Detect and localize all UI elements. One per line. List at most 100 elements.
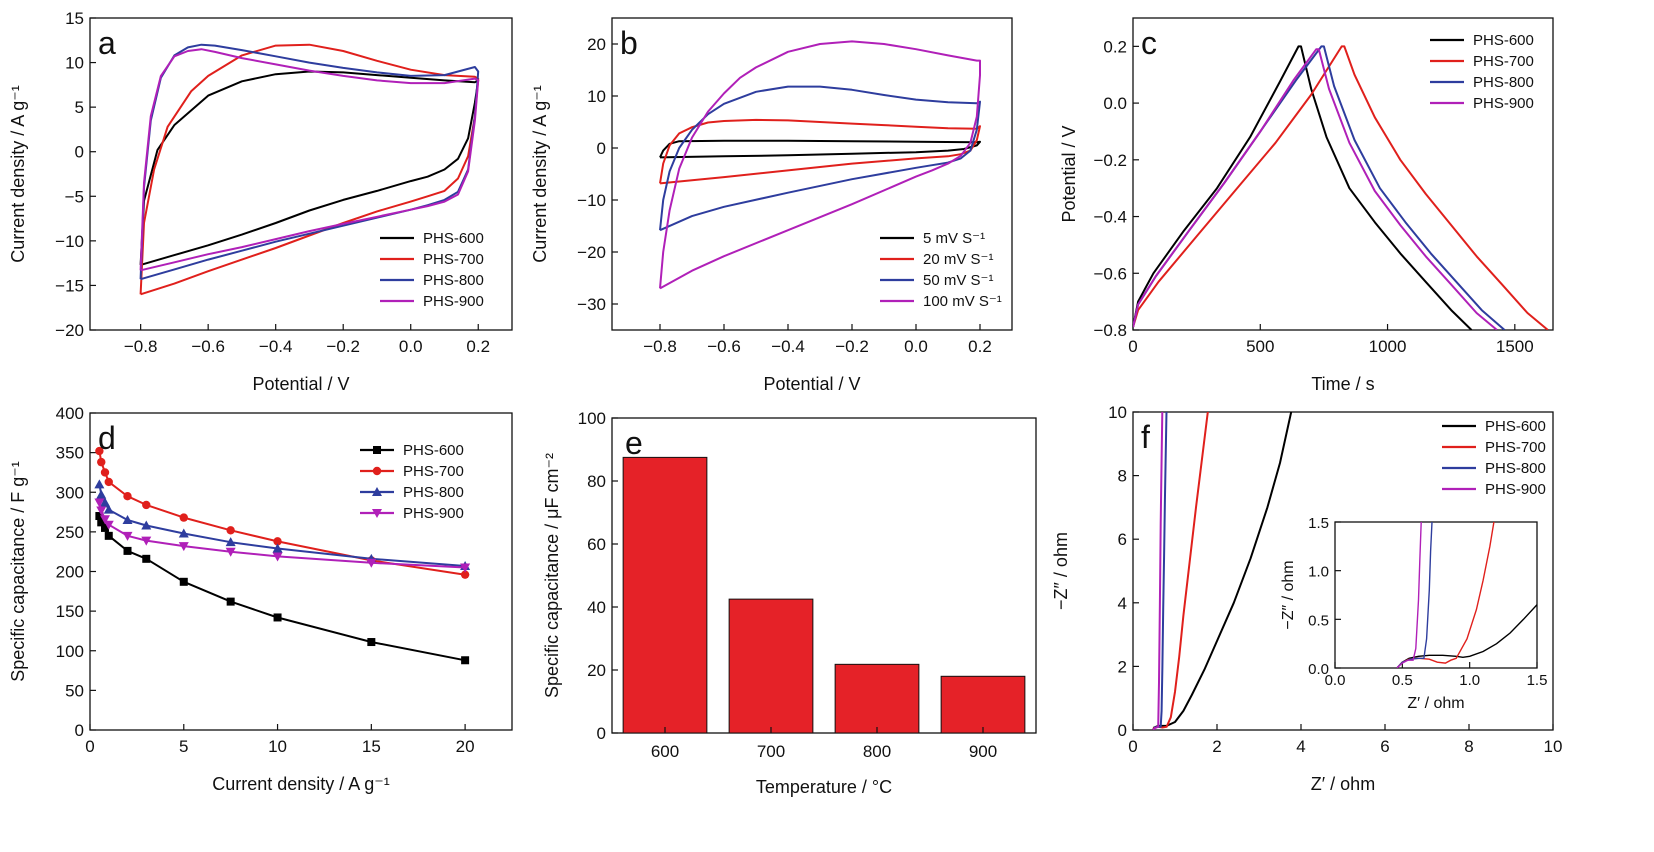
data-point — [97, 457, 106, 467]
y-tick-label: 20 — [587, 661, 606, 680]
series-line-1 — [659, 118, 981, 185]
x-axis-title: Z′ / ohm — [1311, 774, 1375, 794]
data-point — [103, 504, 114, 514]
x-tick-label: 0.0 — [904, 337, 928, 356]
x-tick-label: 8 — [1464, 737, 1473, 756]
y-tick-label: 0 — [597, 724, 606, 743]
y-tick-label: 10 — [65, 54, 84, 73]
legend-label: PHS-800 — [1473, 74, 1534, 91]
inset-series-line-3 — [1396, 522, 1422, 668]
x-tick-label: 1000 — [1369, 337, 1407, 356]
y-tick-label: 10 — [587, 87, 606, 106]
data-point — [178, 528, 189, 538]
y-tick-label: 1.0 — [1308, 564, 1329, 581]
series-line-2 — [1133, 45, 1506, 330]
legend-label: PHS-900 — [1485, 481, 1546, 498]
inset-series-line-1 — [1396, 522, 1495, 668]
data-point — [96, 506, 107, 516]
inset-series-group — [1396, 522, 1537, 668]
data-point — [272, 543, 283, 553]
series-line-0 — [659, 139, 981, 159]
legend-label: PHS-800 — [1485, 460, 1546, 477]
legend: PHS-600 PHS-700 PHS-800 PHS-900 — [380, 230, 484, 310]
bar-800 — [834, 663, 920, 734]
data-point — [123, 546, 132, 555]
data-point — [123, 492, 132, 501]
x-tick-label: 0.0 — [1325, 672, 1346, 689]
data-point — [226, 526, 235, 535]
x-tick-label: 0.5 — [1392, 672, 1413, 689]
data-point — [460, 570, 470, 579]
data-point — [96, 489, 107, 499]
y-tick-label: 10 — [1108, 403, 1127, 422]
y-axis-title: Current density / A g⁻¹ — [530, 85, 550, 263]
x-tick-label: 10 — [268, 737, 287, 756]
legend-marker — [372, 466, 382, 476]
y-axis-title: Specific capacitance / F g⁻¹ — [8, 461, 28, 682]
y-tick-label: 0.0 — [1103, 94, 1127, 113]
panel-c: 0 500 1000 1500 −0.8 −0.6 −0.4 −0.2 0.0 0.2 Time /… — [1059, 17, 1554, 394]
y-tick-label: 300 — [56, 483, 84, 502]
legend-label: PHS-700 — [1473, 53, 1534, 70]
x-tick-label: −0.6 — [191, 337, 225, 356]
y-tick-label: 0.2 — [1103, 37, 1127, 56]
y-tick-label: 80 — [587, 472, 606, 491]
y-tick-label: −20 — [577, 243, 606, 262]
bar-900 — [940, 675, 1026, 734]
legend-label: PHS-600 — [1485, 418, 1546, 435]
data-point — [95, 512, 104, 521]
y-tick-label: −30 — [577, 295, 606, 314]
y-axis-title: Potential / V — [1059, 125, 1079, 222]
x-tick-label: −0.8 — [643, 337, 677, 356]
x-tick-label: −0.2 — [326, 337, 360, 356]
y-tick-label: −15 — [55, 276, 84, 295]
x-tick-label: 0.2 — [466, 337, 490, 356]
series-line-3 — [659, 40, 981, 290]
y-tick-label: 60 — [587, 535, 606, 554]
data-point — [272, 552, 283, 562]
inset-y-axis-title: −Z″ / ohm — [1280, 560, 1297, 629]
data-point — [100, 497, 111, 507]
data-point — [141, 536, 152, 546]
panel-a: −0.8 −0.6 −0.4 −0.2 0.0 0.2 −20 −15 −10 −5 0 5 10 15 P… — [8, 9, 513, 394]
y-tick-label: 200 — [56, 563, 84, 582]
legend-label: PHS-600 — [1473, 32, 1534, 49]
data-point — [122, 531, 133, 541]
x-tick-label: 2 — [1212, 737, 1221, 756]
x-tick-label: 700 — [757, 742, 785, 761]
y-tick-label: −0.4 — [1093, 208, 1127, 227]
y-axis-title: −Z″ / ohm — [1051, 532, 1071, 610]
legend: PHS-600 PHS-700 PHS-800 PHS-900 — [360, 442, 464, 522]
series-line-2 — [659, 85, 981, 232]
y-tick-label: 8 — [1118, 467, 1127, 486]
data-point — [94, 498, 105, 508]
panel-letter: b — [620, 25, 638, 61]
y-tick-label: −10 — [55, 232, 84, 251]
x-tick-label: 1.0 — [1459, 672, 1480, 689]
y-tick-label: 40 — [587, 598, 606, 617]
y-tick-label: 20 — [587, 35, 606, 54]
legend-label: PHS-900 — [423, 293, 484, 310]
x-tick-label: 0 — [85, 737, 94, 756]
data-point — [100, 468, 110, 477]
y-tick-label: 350 — [56, 444, 84, 463]
plot-frame — [1132, 17, 1554, 331]
y-tick-label: 0 — [75, 143, 84, 162]
x-tick-label: 500 — [1246, 337, 1274, 356]
series-line-2 — [139, 43, 480, 281]
legend-label: PHS-700 — [1485, 439, 1546, 456]
y-tick-label: 4 — [1118, 594, 1127, 613]
y-tick-label: −10 — [577, 191, 606, 210]
series-group — [1133, 45, 1549, 330]
legend: 5 mV S⁻¹ 20 mV S⁻¹ 50 mV S⁻¹ 100 mV S⁻¹ — [880, 230, 1002, 310]
legend-label: PHS-600 — [423, 230, 484, 247]
y-tick-label: −5 — [65, 187, 84, 206]
data-point — [94, 479, 105, 489]
series-group — [139, 43, 480, 296]
x-tick-label: 1.5 — [1527, 672, 1548, 689]
series-group — [659, 40, 981, 290]
x-tick-label: −0.4 — [259, 337, 293, 356]
data-point — [367, 638, 376, 647]
y-axis-title: Specific capacitance / μF cm⁻² — [542, 453, 562, 698]
